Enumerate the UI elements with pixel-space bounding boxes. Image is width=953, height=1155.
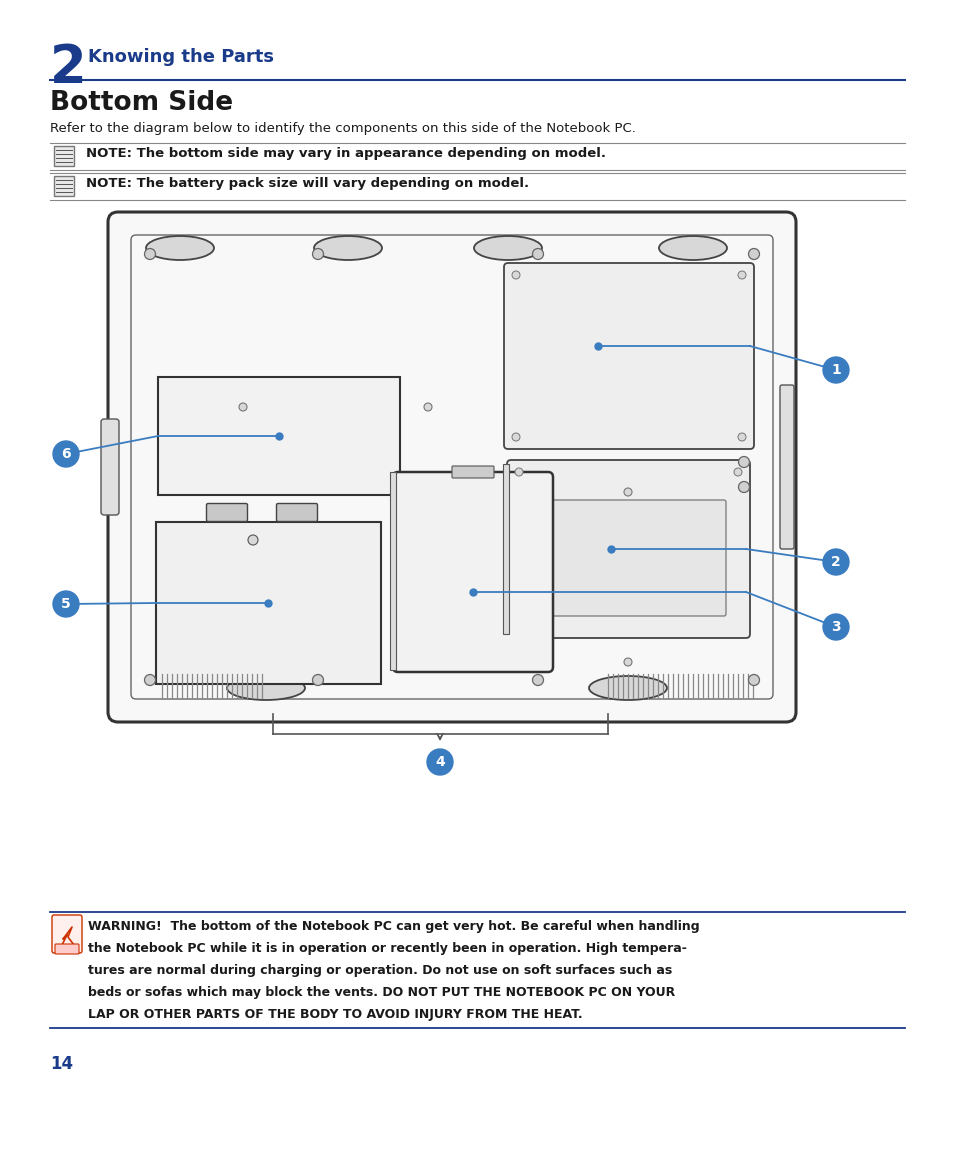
FancyBboxPatch shape <box>206 504 247 522</box>
Text: WARNING!  The bottom of the Notebook PC can get very hot. Be careful when handli: WARNING! The bottom of the Notebook PC c… <box>88 921 699 933</box>
Circle shape <box>738 271 745 280</box>
FancyBboxPatch shape <box>158 377 399 495</box>
Circle shape <box>532 675 543 686</box>
Circle shape <box>427 748 453 775</box>
Text: 6: 6 <box>61 447 71 461</box>
Circle shape <box>144 675 155 686</box>
Circle shape <box>512 433 519 441</box>
Circle shape <box>623 658 631 666</box>
Circle shape <box>483 489 492 495</box>
Ellipse shape <box>588 676 666 700</box>
FancyBboxPatch shape <box>108 213 795 722</box>
FancyBboxPatch shape <box>156 522 380 684</box>
Circle shape <box>822 549 848 575</box>
Circle shape <box>822 614 848 640</box>
FancyBboxPatch shape <box>101 419 119 515</box>
Circle shape <box>748 248 759 260</box>
Circle shape <box>483 658 492 666</box>
Circle shape <box>239 513 247 521</box>
Text: 5: 5 <box>61 597 71 611</box>
FancyBboxPatch shape <box>502 464 509 634</box>
Circle shape <box>313 675 323 686</box>
Circle shape <box>623 489 631 495</box>
Text: LAP OR OTHER PARTS OF THE BODY TO AVOID INJURY FROM THE HEAT.: LAP OR OTHER PARTS OF THE BODY TO AVOID … <box>88 1008 582 1021</box>
Circle shape <box>748 675 759 686</box>
FancyBboxPatch shape <box>780 385 793 549</box>
Text: 14: 14 <box>50 1055 73 1073</box>
Text: NOTE: The battery pack size will vary depending on model.: NOTE: The battery pack size will vary de… <box>86 177 529 191</box>
Circle shape <box>733 468 741 476</box>
FancyBboxPatch shape <box>452 465 494 478</box>
Text: 2: 2 <box>50 42 87 94</box>
Circle shape <box>248 535 257 545</box>
Circle shape <box>515 468 522 476</box>
Circle shape <box>738 456 749 468</box>
Text: NOTE: The bottom side may vary in appearance depending on model.: NOTE: The bottom side may vary in appear… <box>86 147 605 161</box>
FancyBboxPatch shape <box>531 500 725 616</box>
Text: Refer to the diagram below to identify the components on this side of the Notebo: Refer to the diagram below to identify t… <box>50 122 636 135</box>
FancyBboxPatch shape <box>55 944 79 954</box>
Circle shape <box>423 513 432 521</box>
Circle shape <box>53 591 79 617</box>
Circle shape <box>313 248 323 260</box>
FancyBboxPatch shape <box>390 472 395 670</box>
Text: beds or sofas which may block the vents. DO NOT PUT THE NOTEBOOK PC ON YOUR: beds or sofas which may block the vents.… <box>88 986 675 999</box>
Circle shape <box>532 248 543 260</box>
Circle shape <box>239 403 247 411</box>
Text: 1: 1 <box>830 363 840 377</box>
Ellipse shape <box>146 236 213 260</box>
Circle shape <box>738 482 749 492</box>
Ellipse shape <box>659 236 726 260</box>
FancyBboxPatch shape <box>276 504 317 522</box>
Circle shape <box>512 271 519 280</box>
Text: 4: 4 <box>435 755 444 769</box>
Text: the Notebook PC while it is in operation or recently been in operation. High tem: the Notebook PC while it is in operation… <box>88 942 686 955</box>
Text: Bottom Side: Bottom Side <box>50 90 233 116</box>
Text: 2: 2 <box>830 556 840 569</box>
Circle shape <box>738 433 745 441</box>
Text: Knowing the Parts: Knowing the Parts <box>88 49 274 66</box>
Ellipse shape <box>474 236 541 260</box>
Circle shape <box>144 248 155 260</box>
Text: 3: 3 <box>830 620 840 634</box>
Circle shape <box>822 357 848 383</box>
Text: tures are normal during charging or operation. Do not use on soft surfaces such : tures are normal during charging or oper… <box>88 964 672 977</box>
FancyBboxPatch shape <box>54 176 74 196</box>
Ellipse shape <box>227 676 305 700</box>
FancyBboxPatch shape <box>503 263 753 449</box>
Circle shape <box>423 403 432 411</box>
Circle shape <box>53 441 79 467</box>
FancyBboxPatch shape <box>52 915 82 953</box>
FancyBboxPatch shape <box>393 472 553 672</box>
Ellipse shape <box>314 236 381 260</box>
FancyBboxPatch shape <box>54 146 74 166</box>
FancyBboxPatch shape <box>506 460 749 638</box>
